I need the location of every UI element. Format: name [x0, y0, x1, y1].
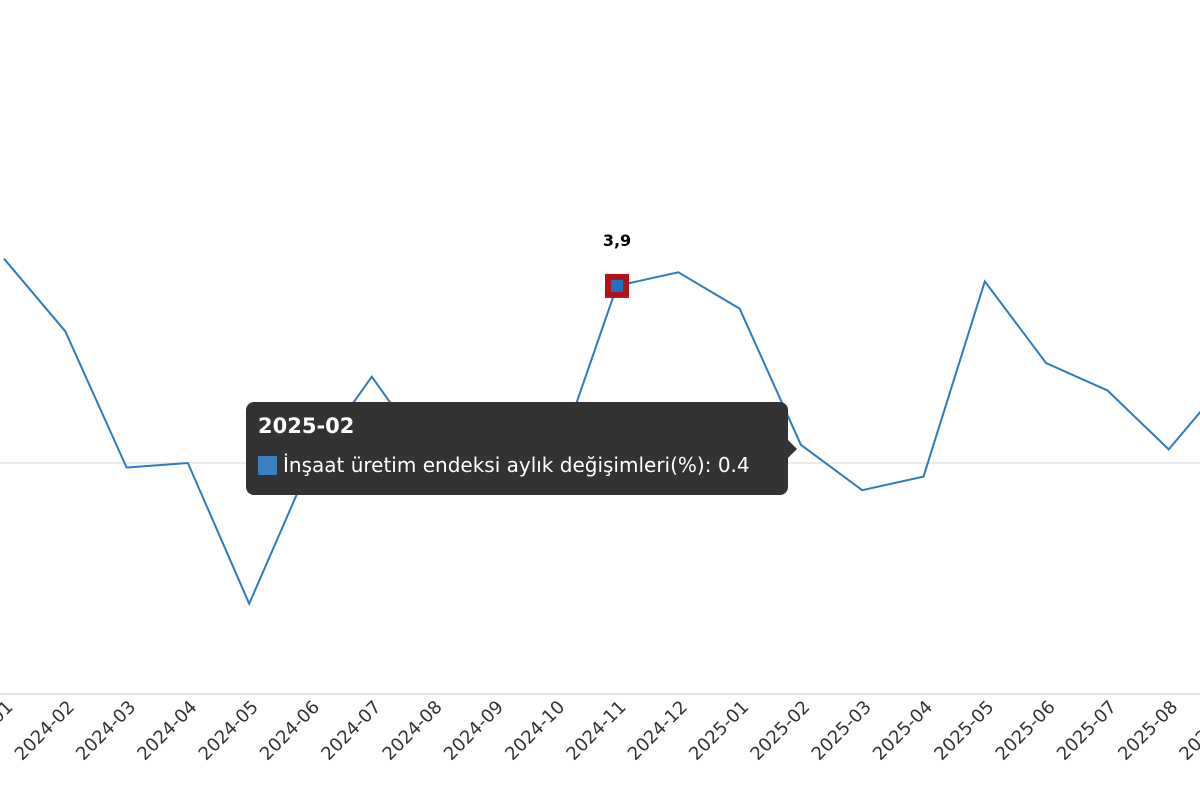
x-tick-label: 2024-03 — [72, 697, 140, 765]
highlight-data-label: 3,9 — [603, 231, 631, 250]
tooltip-title: 2025-02 — [258, 414, 355, 438]
marker-layer: 3,9 — [603, 231, 631, 298]
x-tick-label: 2024-09 — [440, 697, 508, 765]
x-tick-label: 2024-07 — [317, 697, 385, 765]
tooltip: 2025-02 İnşaat üretim endeksi aylık deği… — [246, 402, 797, 495]
hover-point-marker[interactable] — [611, 279, 623, 292]
tooltip-series-label: İnşaat üretim endeksi aylık değişimleri(… — [283, 453, 705, 477]
tooltip-value: 0.4 — [717, 453, 750, 477]
x-tick-label: 2024-11 — [562, 697, 630, 765]
x-tick-label: 2025-04 — [869, 697, 937, 765]
tooltip-arrow — [788, 440, 797, 458]
x-tick-label: 2025-09 — [1175, 697, 1200, 765]
tooltip-row: İnşaat üretim endeksi aylık değişimleri(… — [258, 452, 776, 478]
x-tick-label: 2024-05 — [195, 697, 263, 765]
x-tick-label: 2024-12 — [624, 697, 692, 765]
x-tick-label: 2025-01 — [685, 697, 753, 765]
x-tick-label: 2025-06 — [992, 697, 1060, 765]
x-tick-label: 2025-05 — [930, 697, 998, 765]
x-tick-label: 2025-02 — [746, 697, 814, 765]
x-tick-label: 2025-07 — [1053, 697, 1121, 765]
x-tick-label: 2024-06 — [256, 697, 324, 765]
tooltip-series-swatch — [258, 456, 277, 475]
x-tick-label: 2025-03 — [808, 697, 876, 765]
tooltip-separator: : — [704, 453, 718, 477]
x-tick-label: 2024-02 — [11, 697, 79, 765]
x-tick-label: 2024-04 — [133, 697, 201, 765]
x-tick-labels: 2024-012024-022024-032024-042024-052024-… — [0, 697, 1200, 765]
x-tick-label: 2025-08 — [1114, 697, 1182, 765]
x-tick-label: 2024-08 — [379, 697, 447, 765]
x-tick-label: 2024-10 — [501, 697, 569, 765]
